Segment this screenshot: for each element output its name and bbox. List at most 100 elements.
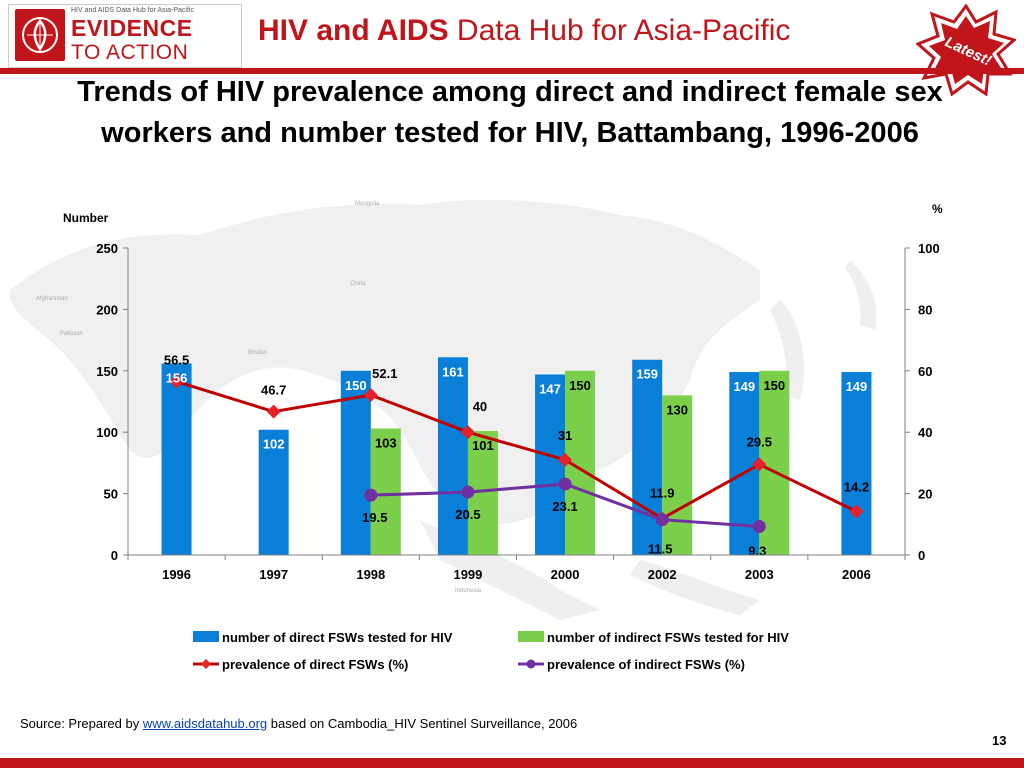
bar-direct-1997 [258, 429, 289, 555]
right-tick-label: 80 [918, 302, 932, 317]
x-tick-label: 1999 [453, 567, 482, 582]
line-label-direct-2000: 31 [558, 428, 572, 443]
un-emblem-icon [15, 9, 65, 61]
line-label-direct-2002: 11.9 [650, 485, 675, 500]
source-suffix: based on Cambodia_HIV Sentinel Surveilla… [267, 716, 578, 731]
map-label-bhutan: Bhutan [248, 350, 267, 356]
hub-title: HIV and AIDS Data Hub for Asia-Pacific [258, 14, 790, 48]
line-label-indirect-2003: 9.3 [748, 543, 766, 558]
lines-layer [169, 374, 864, 533]
legend-label-0: number of direct FSWs tested for HIV [222, 630, 453, 645]
left-tick-label: 150 [96, 364, 118, 379]
source-link[interactable]: www.aidsdatahub.org [142, 716, 268, 731]
chart: Afghanistan Pakistan China Mongolia Bhut… [10, 199, 943, 672]
marker-indirect-1998 [364, 488, 378, 502]
map-label-china: China [350, 281, 366, 287]
bar-indirect-2002 [662, 395, 693, 555]
header-bar: HIV and AIDS Data Hub for Asia-Pacific E… [0, 0, 1024, 96]
line-label-direct-1999: 40 [473, 399, 487, 414]
marker-direct-2003 [752, 457, 767, 472]
bar-label-direct-2006: 149 [846, 379, 868, 394]
line-direct-prevalence [176, 380, 858, 521]
header-divider [0, 68, 1024, 74]
legend-label-3: prevalence of indirect FSWs (%) [547, 657, 745, 672]
logo-to-action-text: TO ACTION [71, 41, 189, 64]
line-label-direct-2006: 14.2 [844, 479, 869, 494]
marker-indirect-2002 [655, 513, 669, 527]
bar-label-direct-2000: 147 [539, 381, 561, 396]
marker-indirect-1999 [461, 485, 475, 499]
map-label-mongolia: Mongolia [355, 201, 380, 207]
line-label-indirect-1998: 19.5 [362, 510, 387, 525]
legend-marker-2 [201, 659, 211, 669]
bar-direct-2002 [632, 359, 663, 555]
x-tick-label: 1998 [356, 567, 385, 582]
bar-direct-1996 [161, 363, 192, 555]
x-tick-label: 1996 [162, 567, 191, 582]
marker-indirect-2000 [558, 477, 572, 491]
footer-bar [0, 758, 1024, 768]
legend-swatch-1 [518, 631, 544, 642]
marker-direct-1997 [266, 404, 281, 419]
left-tick-label: 200 [96, 302, 118, 317]
logo-subtitle: HIV and AIDS Data Hub for Asia-Pacific [71, 7, 194, 14]
x-tick-label: 2000 [551, 567, 580, 582]
marker-direct-2000 [558, 452, 573, 467]
labels-layer: 156 102 150 103 161 101 147 150 159 130 149 150 149 5… [164, 353, 869, 559]
left-tick-label: 0 [111, 548, 118, 563]
x-tick-label: 2003 [745, 567, 774, 582]
marker-direct-1998 [363, 388, 378, 403]
right-axis-title: % [932, 202, 943, 216]
bar-label-indirect-2002: 130 [666, 402, 688, 417]
marker-indirect-2003 [752, 519, 766, 533]
legend-label-2: prevalence of direct FSWs (%) [222, 657, 408, 672]
bar-direct-1998 [340, 370, 371, 555]
page-title: Trends of HIV prevalence among direct an… [77, 76, 943, 149]
left-tick-label: 100 [96, 425, 118, 440]
x-tick-label: 2002 [648, 567, 677, 582]
legend-marker-3 [526, 659, 536, 669]
map-label-pakistan: Pakistan [60, 331, 83, 337]
line-label-indirect-2002: 11.5 [648, 542, 673, 557]
x-tick-label: 1997 [259, 567, 288, 582]
axes: 0 50 100 150 200 250 0 20 40 60 80 100 1996 1997 1998 1… [96, 241, 939, 582]
marker-direct-2006 [849, 504, 864, 519]
left-tick-label: 250 [96, 241, 118, 256]
legend-label-1: number of indirect FSWs tested for HIV [547, 630, 789, 645]
bar-direct-2006 [841, 372, 872, 555]
bars-layer [161, 357, 872, 555]
bar-label-direct-1996: 156 [166, 370, 188, 385]
left-tick-label: 50 [104, 487, 118, 502]
hub-title-rest: Data Hub for Asia-Pacific [448, 14, 791, 47]
plot-area: 156 102 150 103 161 101 147 150 159 130 149 150 149 5… [161, 353, 872, 559]
right-tick-label: 100 [918, 241, 940, 256]
map-label-afghanistan: Afghanistan [36, 296, 68, 302]
source-note: Source: Prepared by www.aidsdatahub.org … [20, 716, 577, 731]
right-tick-label: 60 [918, 364, 932, 379]
bar-label-direct-2002: 159 [636, 367, 658, 382]
line-label-direct-1996: 56.5 [164, 353, 189, 368]
page-number: 13 [992, 733, 1007, 748]
map-label-indonesia: Indonesia [455, 588, 482, 594]
bar-label-direct-1998: 150 [345, 378, 367, 393]
map-labels: Afghanistan Pakistan China Mongolia Bhut… [36, 201, 482, 594]
bar-direct-1999 [437, 357, 468, 555]
hub-title-bold: HIV and AIDS [258, 14, 449, 47]
right-tick-label: 0 [918, 548, 925, 563]
source-prefix: Source: Prepared by [20, 716, 143, 731]
right-tick-label: 20 [918, 487, 932, 502]
bar-direct-2000 [535, 374, 566, 555]
line-label-direct-1997: 46.7 [261, 383, 286, 398]
marker-direct-1999 [460, 425, 475, 440]
bar-label-indirect-2003: 150 [763, 378, 785, 393]
bar-label-indirect-1998: 103 [375, 436, 397, 451]
line-label-direct-2003: 29.5 [747, 434, 772, 449]
bar-label-indirect-1999: 101 [472, 438, 494, 453]
line-label-direct-1998: 52.1 [372, 366, 397, 381]
legend: number of direct FSWs tested for HIV numb… [193, 630, 789, 672]
right-tick-label: 40 [918, 425, 932, 440]
bar-label-direct-2003: 149 [733, 379, 755, 394]
line-label-indirect-2000: 23.1 [552, 499, 577, 514]
evidence-to-action-logo[interactable]: HIV and AIDS Data Hub for Asia-Pacific E… [8, 4, 242, 68]
line-label-indirect-1999: 20.5 [455, 507, 480, 522]
